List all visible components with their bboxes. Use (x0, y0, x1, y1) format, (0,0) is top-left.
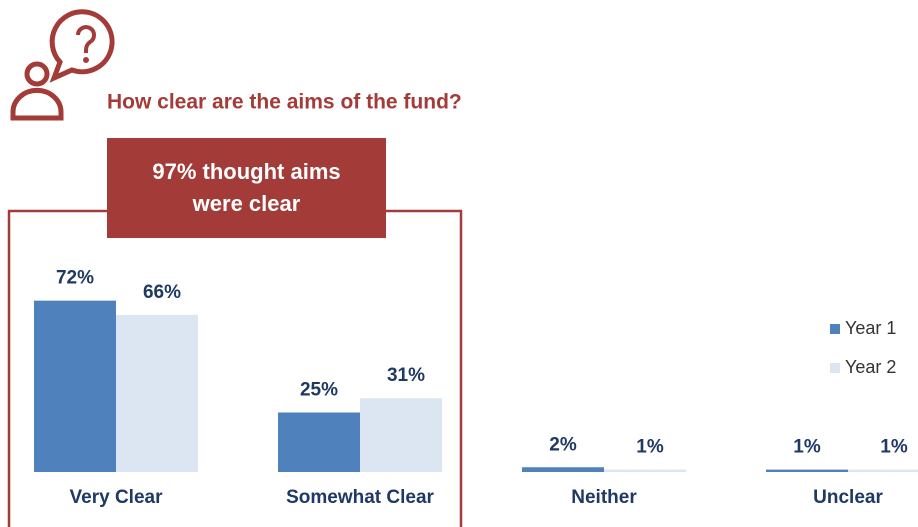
bar (278, 412, 360, 472)
bar (848, 469, 918, 472)
value-label: 1% (793, 437, 821, 458)
value-label: 25% (300, 380, 338, 401)
legend-label: Year 2 (845, 357, 896, 377)
x-tick-label: Very Clear (70, 487, 164, 508)
bar (34, 300, 116, 472)
bar (604, 469, 686, 472)
chart-title: How clear are the aims of the fund? (107, 91, 462, 114)
bar (766, 469, 848, 472)
bar (116, 314, 198, 472)
legend-label: Year 1 (845, 318, 896, 338)
value-label: 31% (387, 365, 425, 386)
bar (522, 467, 604, 472)
legend-swatch (830, 324, 840, 334)
value-label: 66% (143, 282, 181, 303)
bar (360, 398, 442, 472)
value-label: 1% (880, 437, 908, 458)
value-label: 1% (636, 437, 664, 458)
x-tick-label: Somewhat Clear (286, 487, 434, 508)
value-label: 2% (549, 434, 577, 455)
legend-swatch (830, 363, 840, 373)
x-tick-label: Neither (571, 487, 637, 508)
x-tick-label: Unclear (813, 487, 883, 508)
value-label: 72% (56, 268, 94, 289)
annotation: 97% thought aims were clear (107, 138, 386, 238)
question-icon (10, 9, 115, 121)
